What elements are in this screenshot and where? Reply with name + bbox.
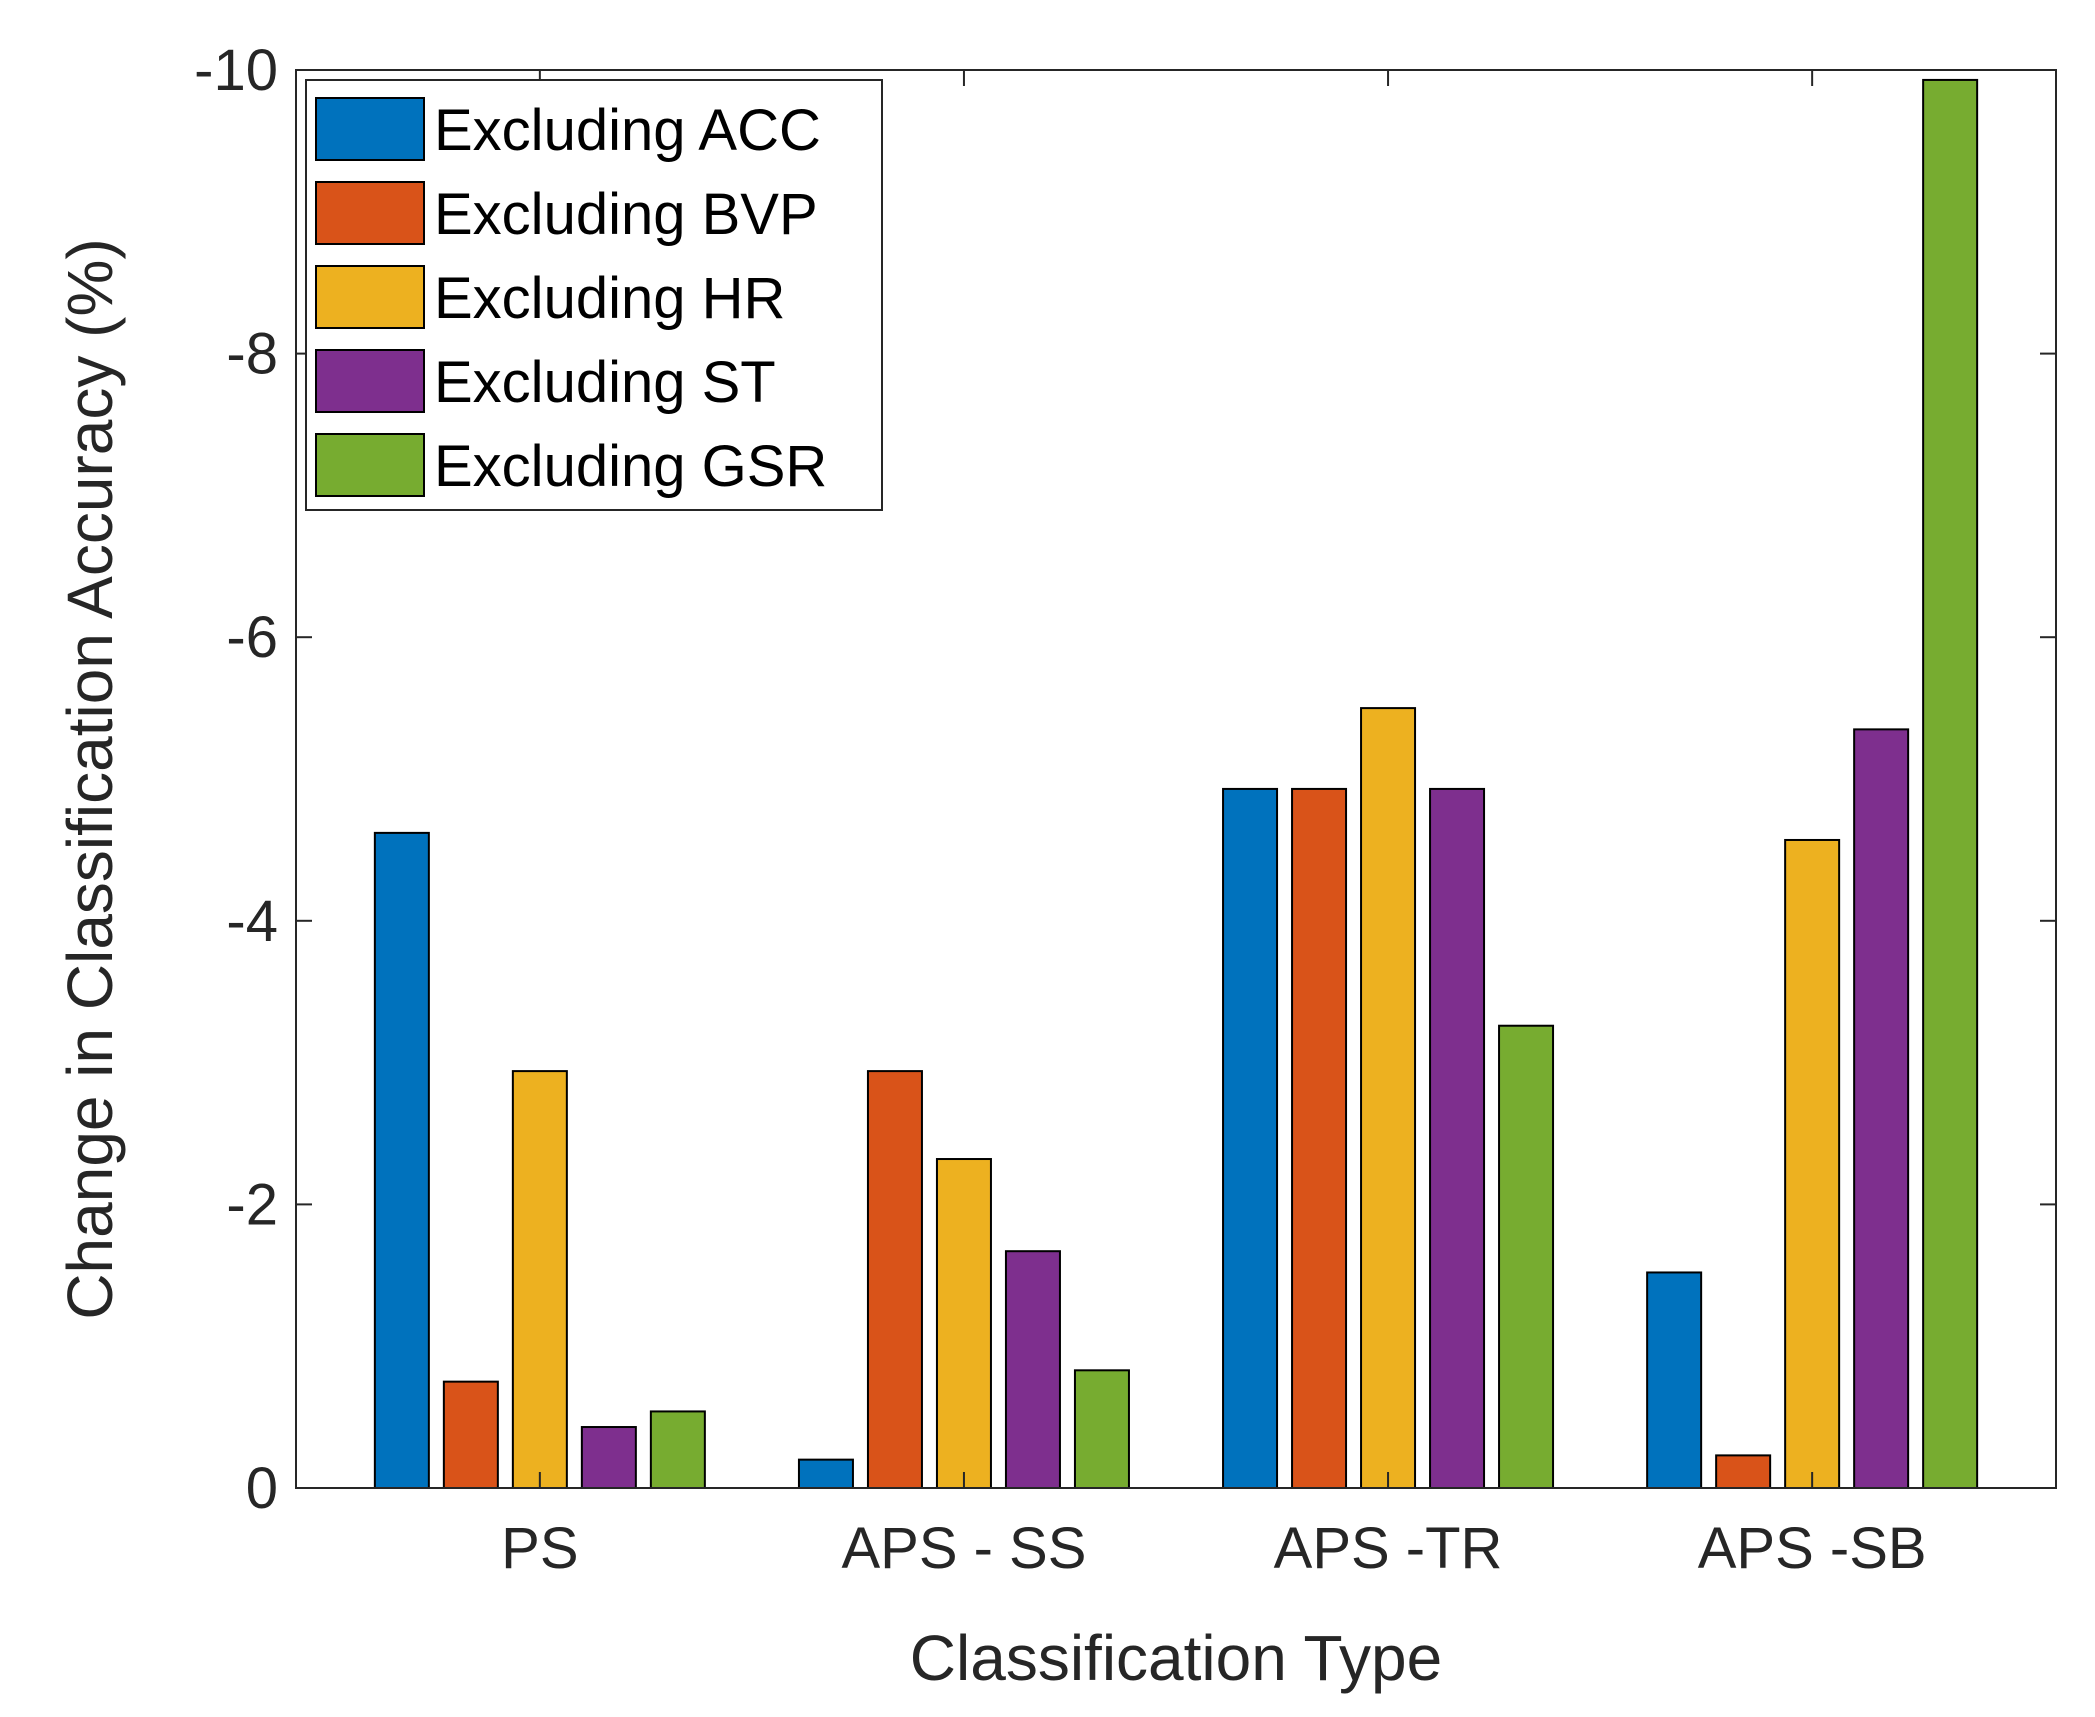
bar-excluding-st-3	[1853, 728, 1910, 1489]
bar-excluding-gsr-3	[1922, 78, 1979, 1489]
legend-label: Excluding ST	[434, 350, 776, 415]
y-tick-label: -10	[194, 38, 278, 103]
y-axis-title: Change in Classification Accuracy (%)	[54, 238, 126, 1319]
bar-excluding-bvp-3	[1715, 1454, 1772, 1489]
legend-swatch	[315, 97, 425, 161]
x-tick-label: APS -SB	[1698, 1516, 1927, 1581]
y-tick-label: -2	[226, 1172, 278, 1237]
legend-label: Excluding ACC	[434, 98, 821, 163]
legend-label: Excluding GSR	[434, 434, 827, 499]
y-tick-label: 0	[246, 1456, 278, 1521]
bar-excluding-bvp-1	[866, 1070, 923, 1490]
legend-swatch	[315, 349, 425, 413]
bar-excluding-bvp-0	[442, 1380, 499, 1490]
legend-label: Excluding HR	[434, 266, 785, 331]
bar-excluding-bvp-2	[1291, 787, 1348, 1489]
bars-group	[373, 78, 1979, 1490]
legend-swatch	[315, 265, 425, 329]
bar-excluding-gsr-2	[1498, 1024, 1555, 1490]
bar-excluding-gsr-1	[1073, 1369, 1130, 1490]
y-tick-label: -8	[226, 322, 278, 387]
y-tick-label: -6	[226, 605, 278, 670]
x-tick-label: PS	[501, 1516, 578, 1581]
bar-excluding-st-0	[580, 1426, 637, 1489]
bar-excluding-hr-3	[1784, 838, 1841, 1489]
legend-swatch	[315, 433, 425, 497]
x-tick-label: APS - SS	[841, 1516, 1086, 1581]
ticks-group: 0 -2 -4 -6 -8 -10 PS APS - SS APS -TR APS -SB	[194, 38, 2056, 1581]
x-tick-label: APS -TR	[1274, 1516, 1503, 1581]
bar-excluding-st-2	[1429, 787, 1486, 1489]
plot-frame	[295, 69, 2057, 1489]
bar-excluding-hr-1	[935, 1158, 992, 1490]
bar-excluding-hr-2	[1360, 707, 1417, 1489]
bar-excluding-st-1	[1004, 1250, 1061, 1489]
legend: Excluding ACC Excluding BVP Excluding HR Ex…	[305, 79, 883, 511]
legend-swatch	[315, 181, 425, 245]
bar-excluding-acc-3	[1646, 1271, 1703, 1489]
bar-excluding-acc-0	[373, 831, 430, 1489]
bar-excluding-acc-2	[1222, 787, 1279, 1489]
bar-excluding-acc-1	[797, 1458, 854, 1490]
bar-excluding-hr-0	[511, 1070, 568, 1490]
legend-label: Excluding BVP	[434, 182, 818, 247]
y-tick-label: -4	[226, 889, 278, 954]
x-axis-title: Classification Type	[910, 1622, 1442, 1694]
bar-excluding-gsr-0	[649, 1410, 706, 1489]
